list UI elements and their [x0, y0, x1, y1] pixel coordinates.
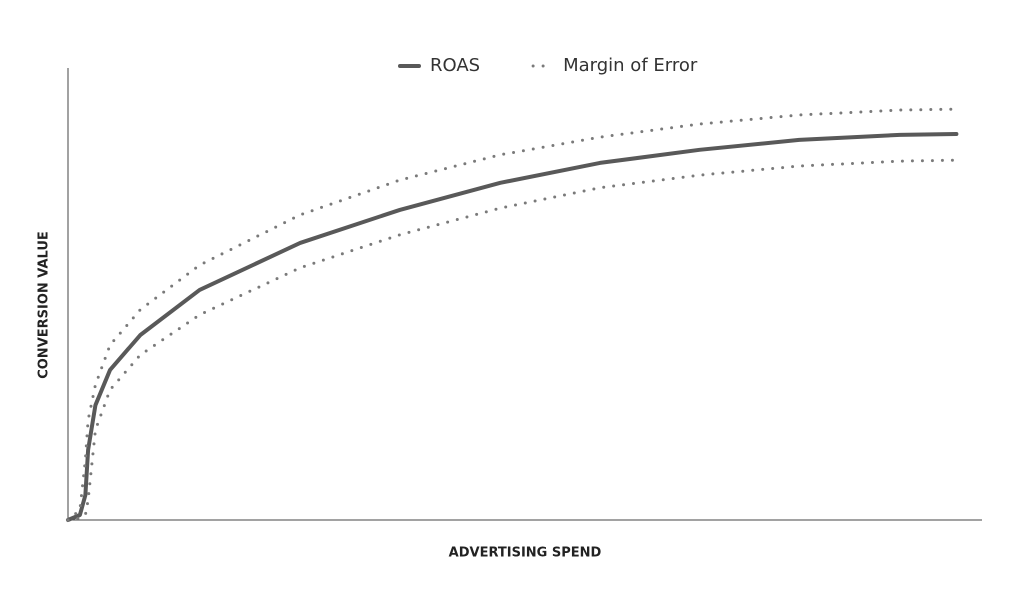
line-values: [66, 131, 959, 522]
x-axis-title: ADVERTISING SPEND: [449, 546, 602, 561]
line-upper: [66, 107, 958, 522]
y-axis-title: CONVERSION VALUE: [37, 231, 52, 379]
legend-text: ROAS: [430, 55, 480, 76]
legend-text: Margin of Error: [563, 55, 698, 76]
line-lower: [66, 158, 958, 522]
